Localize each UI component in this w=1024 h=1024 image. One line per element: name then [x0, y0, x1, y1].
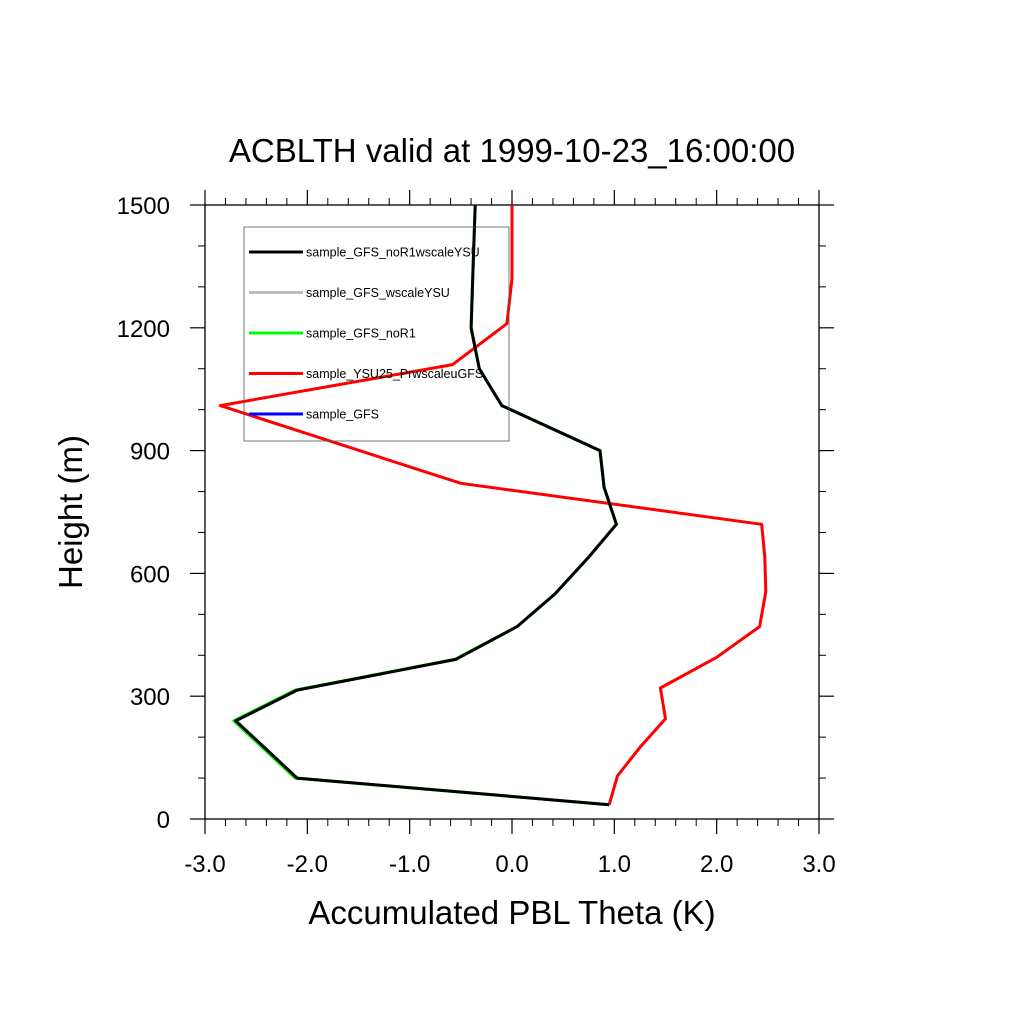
- plot-border: [204, 204, 820, 820]
- legend-box: [243, 226, 510, 442]
- axis-ticks: [190, 190, 834, 834]
- x-tick-label: -1.0: [389, 851, 430, 878]
- y-tick-label: 600: [130, 561, 170, 588]
- legend-label: sample_GFS_wscaleYSU: [306, 286, 450, 300]
- legend: sample_GFS_noR1wscaleYSU sample_GFS_wscal…: [243, 226, 510, 442]
- x-tick-label: -2.0: [287, 851, 328, 878]
- x-axis-title: Accumulated PBL Theta (K): [308, 894, 715, 931]
- chart-title: ACBLTH valid at 1999-10-23_16:00:00: [229, 132, 795, 169]
- x-tick-label: -3.0: [184, 851, 225, 878]
- legend-label: sample_YSU25_PrwscaleuGFS: [306, 367, 483, 381]
- series-lines: [218, 204, 768, 807]
- y-tick-label: 300: [130, 684, 170, 711]
- y-tick-label: 900: [130, 439, 170, 466]
- axis-tick-labels: -3.0 -2.0 -1.0 0.0 1.0 2.0 3.0 0 300 600 900 1200 15…: [117, 193, 836, 878]
- plot-frame: [204, 204, 820, 820]
- x-tick-label: 0.0: [495, 851, 528, 878]
- legend-label: sample_GFS: [306, 408, 379, 422]
- x-tick-label: 3.0: [802, 851, 835, 878]
- y-axis-title: Height (m): [52, 435, 89, 589]
- series-line-0: [234, 204, 618, 807]
- series-line-3: [218, 205, 768, 806]
- x-tick-label: 2.0: [700, 851, 733, 878]
- y-tick-label: 1500: [117, 193, 170, 220]
- legend-label: sample_GFS_noR1: [306, 327, 416, 341]
- x-tick-label: 1.0: [598, 851, 631, 878]
- y-tick-label: 1200: [117, 316, 170, 343]
- y-tick-label: 0: [157, 807, 170, 834]
- legend-label: sample_GFS_noR1wscaleYSU: [306, 246, 480, 260]
